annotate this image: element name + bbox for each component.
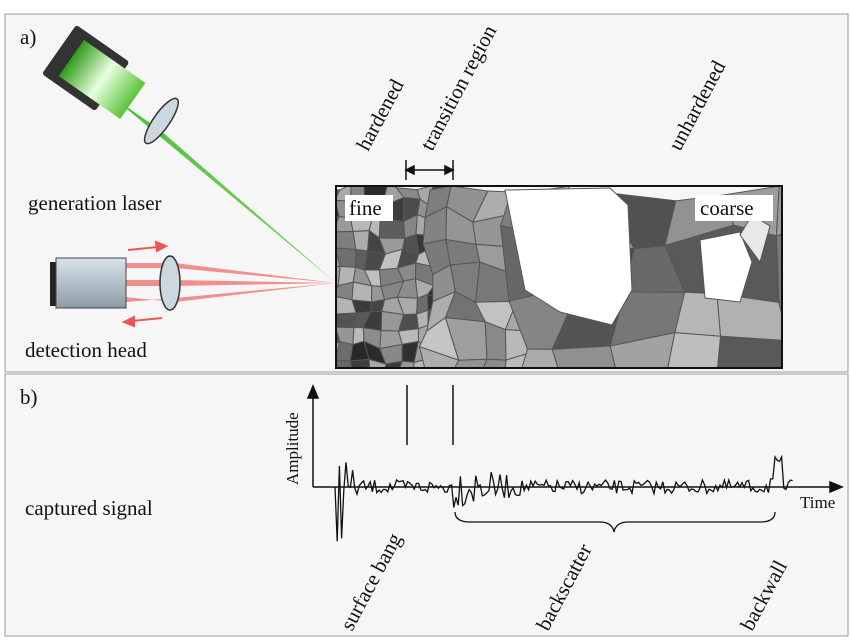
label: detection head: [25, 338, 147, 362]
label: coarse: [700, 196, 754, 220]
label: captured signal: [25, 496, 153, 520]
axis-label: Amplitude: [283, 412, 302, 485]
grain: [353, 231, 369, 251]
panel-label: b): [20, 385, 38, 409]
axis-label: Time: [800, 493, 835, 512]
label: fine: [349, 196, 382, 220]
grain: [335, 313, 356, 328]
grain: [352, 282, 372, 302]
label: generation laser: [28, 191, 162, 215]
figure: a) b) generation laser detection head fi…: [0, 0, 850, 637]
panel-label: a): [20, 25, 36, 49]
